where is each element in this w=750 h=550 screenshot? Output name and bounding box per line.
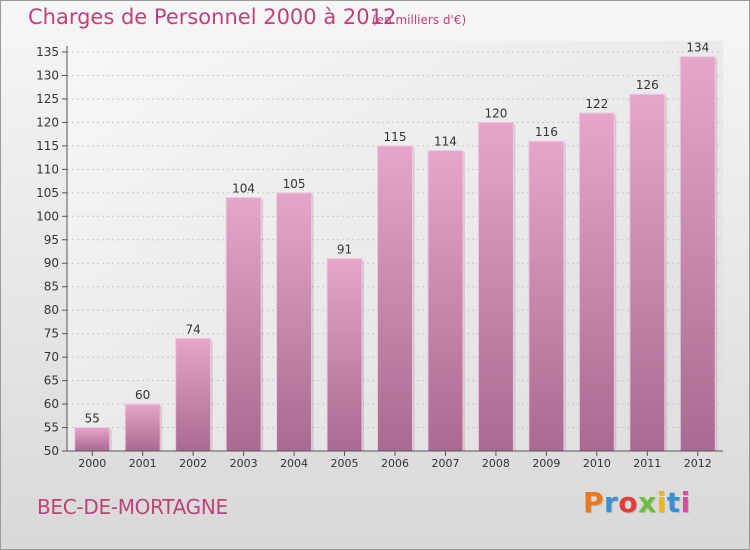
- x-tick-label: 2003: [230, 457, 258, 470]
- bar: [528, 140, 565, 452]
- x-tick-label: 2005: [331, 457, 359, 470]
- x-tick-label: 2010: [583, 457, 611, 470]
- x-tick-label: 2009: [532, 457, 560, 470]
- bars: 55 60 74 104 105 91 115 114 120 116 122 126 134: [74, 41, 718, 452]
- y-tick-label: 75: [44, 327, 59, 341]
- brand-logo: Proxiti: [583, 486, 691, 519]
- y-tick-label: 80: [44, 303, 59, 317]
- y-tick-label: 90: [44, 256, 59, 270]
- x-tick-label: 2008: [482, 457, 510, 470]
- brand-letter: x: [638, 486, 657, 519]
- y-tick-label: 50: [44, 444, 59, 458]
- bar-value-label: 74: [186, 322, 201, 336]
- bar-value-label: 104: [232, 182, 255, 196]
- x-tick-label: 2012: [684, 457, 712, 470]
- x-tick-label: 2007: [431, 457, 459, 470]
- bar: [679, 56, 716, 452]
- y-tick-label: 95: [44, 233, 59, 247]
- y-tick-label: 60: [44, 397, 59, 411]
- y-axis: 50 55 60 65 70 75 80 85 90 95 100 105 110 115 120 125 13…: [36, 45, 68, 458]
- brand-letter: i: [680, 486, 691, 519]
- bar: [578, 112, 615, 452]
- bar: [477, 121, 514, 452]
- bar-value-label: 105: [283, 177, 306, 191]
- bar-value-label: 60: [135, 388, 150, 402]
- y-tick-label: 110: [36, 162, 59, 176]
- y-tick-label: 105: [36, 186, 59, 200]
- x-tick-label: 2011: [633, 457, 661, 470]
- brand-letter: P: [583, 486, 605, 519]
- x-axis: 2000 2001 2002 2003 2004 2005 2006 2007 2008 2009…: [67, 450, 723, 470]
- y-tick-label: 70: [44, 350, 59, 364]
- bar-value-label: 126: [636, 78, 659, 92]
- bar: [225, 197, 262, 452]
- bar: [326, 258, 363, 452]
- chart-title: Charges de Personnel 2000 à 2012: [28, 5, 397, 29]
- bar-value-label: 134: [686, 41, 709, 55]
- bar: [74, 427, 111, 452]
- y-tick-label: 100: [36, 209, 59, 223]
- bar: [629, 93, 666, 452]
- bar: [377, 145, 413, 452]
- x-tick-label: 2006: [381, 457, 409, 470]
- commune-name: BEC-DE-MORTAGNE: [37, 495, 228, 519]
- x-tick-label: 2001: [129, 457, 157, 470]
- bar-value-label: 120: [484, 106, 507, 120]
- y-tick-label: 120: [36, 115, 59, 129]
- bar: [427, 150, 464, 452]
- bar-value-label: 122: [585, 97, 608, 111]
- y-tick-label: 85: [44, 280, 59, 294]
- y-tick-label: 55: [44, 421, 59, 435]
- bar-value-label: 91: [337, 243, 352, 257]
- bar: [276, 192, 313, 452]
- y-tick-label: 65: [44, 374, 59, 388]
- x-tick-label: 2004: [280, 457, 308, 470]
- y-tick-label: 130: [36, 68, 59, 82]
- y-tick-label: 135: [36, 45, 59, 59]
- bar-value-label: 114: [434, 135, 457, 149]
- y-tick-label: 125: [36, 92, 59, 106]
- bar-value-label: 115: [384, 130, 407, 144]
- bar: [175, 337, 212, 452]
- x-tick-label: 2002: [179, 457, 207, 470]
- brand-letter: r: [604, 486, 619, 519]
- bar-value-label: 55: [85, 412, 100, 426]
- brand-letter: i: [656, 486, 667, 519]
- brand-letter: o: [618, 486, 639, 519]
- brand-letter: t: [666, 486, 681, 519]
- x-tick-label: 2000: [78, 457, 106, 470]
- y-tick-label: 115: [36, 139, 59, 153]
- bar-value-label: 116: [535, 125, 558, 139]
- bar: [124, 403, 161, 452]
- chart-units: (en milliers d'€): [372, 13, 467, 27]
